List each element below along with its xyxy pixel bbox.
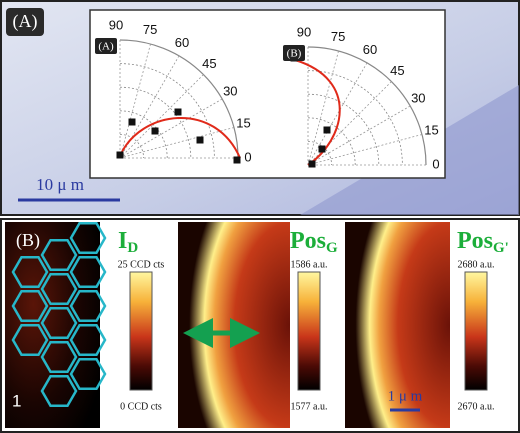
inset-box [89, 9, 446, 179]
angle-label: 0 [244, 149, 251, 164]
colorbar [464, 271, 488, 391]
data-point [308, 160, 316, 168]
title-main: Pos [457, 228, 493, 254]
map-pos-g2 [345, 222, 450, 428]
fit-curve [119, 117, 241, 159]
hexagon [69, 256, 107, 288]
data-point [318, 145, 326, 153]
angle-label: 90 [109, 17, 123, 32]
hexagon [69, 358, 107, 390]
label-bg [283, 45, 305, 61]
angle-label: 90 [297, 24, 311, 39]
map-title: PosG [290, 228, 338, 257]
map-pos-g [178, 222, 290, 428]
label-bg [95, 38, 117, 54]
colorbar-max: 2680 a.u. [458, 259, 495, 270]
plot-label: (B) [287, 48, 302, 60]
polar-arc [307, 141, 332, 166]
angle-label: 15 [236, 115, 250, 130]
hexagon [40, 307, 78, 339]
title-sub: G [326, 240, 338, 256]
colorbar-min: 0 CCD cts [120, 401, 162, 412]
angle-label: 30 [223, 83, 237, 98]
colorbar-max: 1586 a.u. [291, 259, 328, 270]
colorbar [129, 271, 153, 391]
marker-label: 1 [12, 391, 21, 410]
colorbar-min: 1577 a.u. [291, 401, 328, 412]
title-sub: G' [493, 240, 509, 256]
polar-arc [307, 70, 403, 166]
angle-label: 45 [202, 56, 216, 71]
fit-curve [294, 59, 341, 166]
hexagon [11, 256, 49, 288]
plot-label: (A) [98, 41, 114, 53]
colorbar-min: 2670 a.u. [458, 401, 495, 412]
panel-label: (A) [13, 11, 38, 32]
hexagon [40, 375, 78, 407]
title-main: Pos [290, 228, 326, 254]
angle-label: 30 [411, 90, 425, 105]
polar-arc [119, 63, 215, 159]
hexagon [40, 341, 78, 373]
title-main: I [118, 228, 127, 254]
data-point [128, 118, 136, 126]
polar-arc [307, 117, 356, 166]
data-point [196, 136, 204, 144]
polar-arc [119, 86, 192, 159]
angle-label: 0 [432, 156, 439, 171]
map-title: PosG' [457, 228, 509, 257]
map-title: ID [118, 228, 138, 257]
angle-label: 75 [331, 29, 345, 44]
colorbar-max: 25 CCD cts [118, 259, 165, 270]
data-point [174, 108, 182, 116]
polar-arc [119, 134, 144, 159]
hexagon [40, 239, 78, 271]
hexagon [11, 290, 49, 322]
colorbar [297, 271, 321, 391]
angle-label: 75 [143, 22, 157, 37]
angle-label: 60 [363, 42, 377, 57]
polar-arc [307, 93, 380, 166]
hexagon [69, 222, 107, 254]
scale-label: 1 μ m [388, 388, 423, 404]
angle-label: 15 [424, 122, 438, 137]
panel-label: (B) [16, 230, 40, 251]
hexagon [40, 273, 78, 305]
scale-label: 10 μ m [36, 175, 84, 194]
hexagon [11, 324, 49, 356]
angle-label: 60 [175, 35, 189, 50]
hexagon [69, 290, 107, 322]
data-point [323, 126, 331, 134]
hexagon-overlay [11, 222, 107, 407]
data-point [233, 156, 241, 164]
hexagon [69, 324, 107, 356]
data-point [116, 151, 124, 159]
title-sub: D [127, 240, 138, 256]
label-bg [6, 8, 44, 36]
data-point [151, 127, 159, 135]
angle-label: 45 [390, 63, 404, 78]
